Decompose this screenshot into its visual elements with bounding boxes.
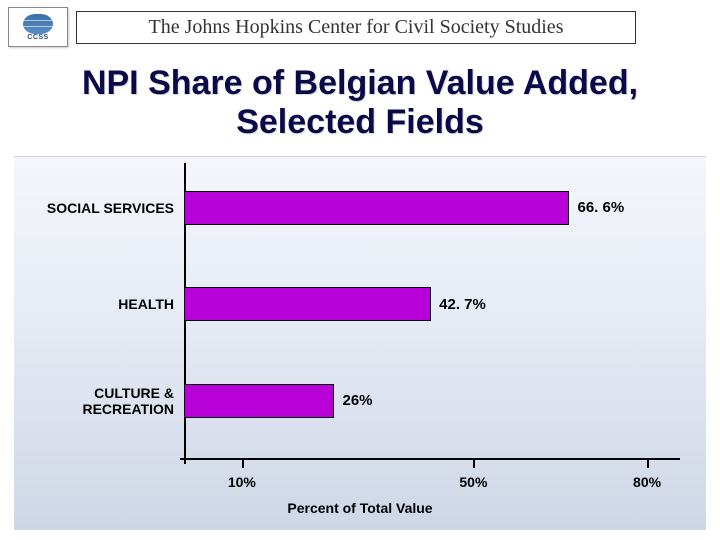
bar-row: SOCIAL SERVICES66. 6% (184, 191, 569, 225)
title-line-2: Selected Fields (236, 103, 484, 141)
slide-title: NPI Share of Belgian Value Added, Select… (0, 54, 720, 148)
chart-area: 10%50%80%SOCIAL SERVICES66. 6%HEALTH42. … (14, 156, 706, 530)
org-banner: The Johns Hopkins Center for Civil Socie… (76, 11, 636, 44)
x-tick (473, 460, 475, 468)
plot-region: 10%50%80%SOCIAL SERVICES66. 6%HEALTH42. … (184, 167, 676, 460)
x-tick (242, 460, 244, 468)
category-label: SOCIAL SERVICES (19, 200, 184, 216)
category-label: HEALTH (19, 296, 184, 312)
globe-icon (23, 14, 53, 34)
x-tick-label: 80% (633, 474, 661, 490)
category-label: CULTURE &RECREATION (19, 385, 184, 417)
header: CCSS The Johns Hopkins Center for Civil … (0, 0, 720, 54)
x-tick (647, 460, 649, 468)
bar-row: HEALTH42. 7% (184, 287, 431, 321)
bar (184, 191, 569, 225)
value-label: 66. 6% (569, 199, 624, 216)
x-tick-label: 50% (459, 474, 487, 490)
x-tick-label: 10% (228, 474, 256, 490)
bar (184, 287, 431, 321)
title-line-1: NPI Share of Belgian Value Added, (82, 64, 638, 102)
value-label: 42. 7% (431, 296, 486, 313)
value-label: 26% (334, 392, 372, 409)
ccss-logo: CCSS (8, 7, 68, 47)
bar (184, 384, 334, 418)
bar-row: CULTURE &RECREATION26% (184, 384, 334, 418)
logo-text: CCSS (27, 34, 48, 41)
x-axis-title: Percent of Total Value (14, 500, 706, 516)
x-axis (180, 458, 680, 460)
